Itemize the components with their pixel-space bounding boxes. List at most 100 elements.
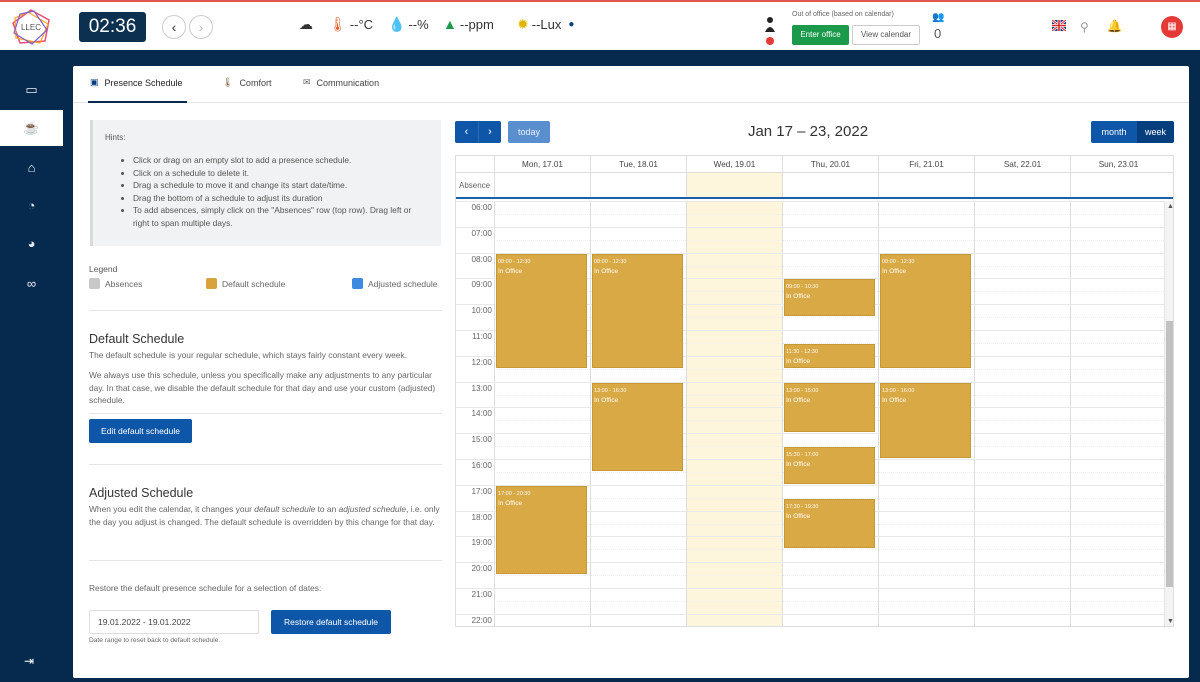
text-emphasis: adjusted schedule	[338, 504, 407, 514]
schedule-event[interactable]: 13:00 - 16:30 In Office	[592, 382, 683, 471]
absence-cell[interactable]	[878, 173, 974, 197]
absence-cell[interactable]	[590, 173, 686, 197]
legend-adjusted: Adjusted schedule	[352, 278, 437, 289]
today-button[interactable]: today	[508, 121, 550, 143]
event-title: In Office	[786, 357, 811, 365]
clock-small-icon: ●	[568, 19, 575, 30]
uk-flag-icon[interactable]	[1052, 20, 1066, 31]
text-part: When you edit the calendar, it changes y…	[89, 504, 255, 514]
calendar-body[interactable]: ▲ ▼ 06:00 07:00 08:00 09:00 10:00 11:00 12:00 1…	[456, 201, 1174, 626]
absence-cell[interactable]	[1070, 173, 1166, 197]
search-icon[interactable]: ⚲	[1080, 20, 1089, 34]
event-time: 13:00 - 15:00	[786, 387, 819, 394]
half-hour-line	[494, 575, 1164, 577]
tab-comfort[interactable]: 🌡 Comfort	[222, 77, 271, 88]
event-title: In Office	[594, 396, 619, 404]
schedule-event[interactable]: 08:00 - 12:30 In Office	[880, 253, 971, 368]
tab-presence-schedule[interactable]: ▣ Presence Schedule	[90, 77, 183, 88]
column-line	[686, 201, 687, 626]
hour-row	[456, 252, 1164, 279]
day-header: Sun, 23.01	[1070, 156, 1166, 173]
llec-logo[interactable]: LLEC	[10, 8, 52, 46]
date-range-input[interactable]: 19.01.2022 - 19.01.2022	[89, 610, 259, 634]
absence-label: Absence	[459, 181, 491, 190]
event-title: In Office	[786, 461, 811, 469]
absence-cell[interactable]	[494, 173, 590, 197]
schedule-event[interactable]: 09:00 - 10:30 In Office	[784, 279, 875, 317]
half-hour-line	[494, 497, 1164, 499]
half-hour-line	[494, 317, 1164, 319]
default-schedule-text: The default schedule is your regular sch…	[89, 350, 407, 360]
absence-cell[interactable]	[974, 173, 1070, 197]
month-view-button[interactable]: month	[1091, 121, 1137, 143]
calendar-next-button[interactable]: ›	[478, 121, 501, 143]
week-view-button[interactable]: week	[1137, 121, 1174, 143]
schedule-event[interactable]: 08:00 - 12:30 In Office	[592, 253, 683, 368]
view-calendar-button[interactable]: View calendar	[852, 25, 920, 45]
logout-icon[interactable]: ⇥	[24, 654, 35, 668]
legend-label: Adjusted schedule	[368, 278, 438, 289]
sidebar-item-desk[interactable]: ▭	[0, 72, 63, 108]
absence-cell[interactable]	[782, 173, 878, 197]
tab-label: Comfort	[239, 77, 272, 88]
sidebar-item-lamp[interactable]: ◔	[0, 188, 63, 224]
calendar-prev-button[interactable]: ‹	[455, 121, 478, 143]
enter-office-button[interactable]: Enter office	[792, 25, 849, 45]
hour-label: 15:00	[471, 435, 493, 445]
hint-item: Click or drag on an empty slot to add a …	[133, 154, 429, 167]
hint-item: Drag a schedule to move it and change it…	[133, 179, 429, 192]
schedule-event[interactable]: 13:00 - 16:00 In Office	[880, 382, 971, 458]
calendar-icon[interactable]: ▦	[1161, 16, 1183, 38]
restore-default-schedule-button[interactable]: Restore default schedule	[271, 610, 391, 634]
tab-communication[interactable]: ✉ Communication	[303, 77, 379, 88]
sidebar-item-stats[interactable]: ◕	[0, 226, 63, 262]
event-time: 11:30 - 12:30	[786, 348, 819, 355]
week-calendar: Mon, 17.01 Tue, 18.01 Wed, 19.01 Thu, 20.01…	[455, 155, 1174, 627]
scroll-up-icon[interactable]: ▲	[1167, 203, 1174, 210]
schedule-event[interactable]: 15:30 - 17:00 In Office	[784, 447, 875, 484]
tab-label: Presence Schedule	[104, 77, 183, 88]
schedule-event[interactable]: 17:30 - 19:30 In Office	[784, 498, 875, 549]
event-title: In Office	[786, 396, 811, 404]
sidebar-item-home[interactable]: ⌂	[0, 150, 63, 186]
scroll-down-icon[interactable]: ▼	[1167, 618, 1174, 625]
sidebar-item-discover[interactable]: ∞	[0, 266, 63, 302]
hour-label: 18:00	[471, 512, 493, 522]
bell-icon[interactable]: 🔔	[1107, 19, 1122, 33]
schedule-event[interactable]: 13:00 - 15:00 In Office	[784, 382, 875, 433]
users-count: 0	[934, 26, 942, 41]
hour-row	[456, 588, 1164, 614]
text-emphasis: default schedule	[254, 504, 316, 514]
column-line	[878, 201, 879, 626]
today-column	[686, 201, 782, 626]
humidity-value: --%	[408, 17, 429, 32]
half-hour-line	[494, 265, 1164, 267]
scroll-thumb[interactable]	[1166, 321, 1173, 587]
weather-sensor: ☁	[299, 16, 313, 33]
adjusted-swatch	[352, 278, 363, 289]
calendar-scrollbar[interactable]: ▲ ▼	[1164, 201, 1174, 626]
schedule-event[interactable]: 08:00 - 12:30 In Office	[496, 253, 587, 368]
absence-cell[interactable]	[686, 173, 782, 197]
chevron-left-icon: ‹	[464, 126, 469, 138]
legend-title: Legend	[89, 264, 118, 274]
hour-row	[456, 201, 1164, 227]
column-line	[782, 201, 783, 626]
schedule-event[interactable]: 11:30 - 12:30 In Office	[784, 343, 875, 368]
text-part: to an	[315, 504, 339, 514]
prev-button[interactable]: ‹	[162, 15, 186, 39]
restore-label: Restore the default presence schedule fo…	[89, 583, 322, 593]
divider	[89, 413, 442, 414]
calendar-title: Jan 17 – 23, 2022	[747, 123, 869, 140]
hour-label: 19:00	[471, 538, 493, 548]
column-line	[494, 201, 495, 626]
calendar-day-header: Mon, 17.01 Tue, 18.01 Wed, 19.01 Thu, 20.01…	[456, 156, 1173, 173]
edit-default-schedule-button[interactable]: Edit default schedule	[89, 419, 192, 443]
hour-row	[456, 484, 1164, 511]
hour-row	[456, 278, 1164, 304]
absence-row[interactable]: Absence	[456, 173, 1173, 199]
sidebar-item-presence[interactable]: ☕	[0, 110, 63, 146]
event-time: 08:00 - 12:30	[882, 258, 915, 265]
next-button[interactable]: ›	[189, 15, 213, 39]
schedule-event[interactable]: 17:00 - 20:30 In Office	[496, 485, 587, 575]
